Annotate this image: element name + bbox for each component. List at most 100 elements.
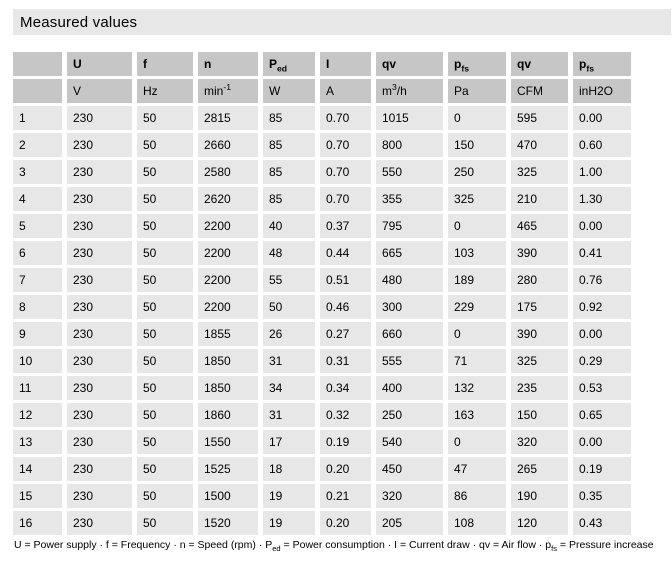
row-number: 16 bbox=[13, 511, 62, 535]
column-unit bbox=[13, 79, 62, 103]
cell: 320 bbox=[376, 484, 443, 508]
cell: 550 bbox=[376, 160, 443, 184]
cell: 19 bbox=[263, 484, 315, 508]
column-header: Ped bbox=[263, 52, 315, 76]
cell: 31 bbox=[263, 349, 315, 373]
cell: 55 bbox=[263, 268, 315, 292]
cell: 230 bbox=[67, 430, 132, 454]
table-row: 7 230 50 2200 55 0.51 480 189 280 0.76 bbox=[13, 268, 631, 292]
cell: 0.19 bbox=[573, 457, 631, 481]
cell: 0.32 bbox=[320, 403, 371, 427]
cell: 2815 bbox=[198, 106, 258, 130]
cell: 0.41 bbox=[573, 241, 631, 265]
cell: 0.19 bbox=[320, 430, 371, 454]
cell: 250 bbox=[448, 160, 506, 184]
cell: 450 bbox=[376, 457, 443, 481]
cell: 50 bbox=[137, 430, 193, 454]
cell: 85 bbox=[263, 106, 315, 130]
cell: 230 bbox=[67, 241, 132, 265]
cell: 230 bbox=[67, 349, 132, 373]
cell: 31 bbox=[263, 403, 315, 427]
cell: 229 bbox=[448, 295, 506, 319]
cell: 480 bbox=[376, 268, 443, 292]
column-header: pfs bbox=[573, 52, 631, 76]
table-row: 13 230 50 1550 17 0.19 540 0 320 0.00 bbox=[13, 430, 631, 454]
column-header: qv bbox=[376, 52, 443, 76]
cell: 18 bbox=[263, 457, 315, 481]
column-header: n bbox=[198, 52, 258, 76]
table-row: 10 230 50 1850 31 0.31 555 71 325 0.29 bbox=[13, 349, 631, 373]
cell: 103 bbox=[448, 241, 506, 265]
row-number: 12 bbox=[13, 403, 62, 427]
cell: 0.51 bbox=[320, 268, 371, 292]
cell: 50 bbox=[137, 133, 193, 157]
cell: 665 bbox=[376, 241, 443, 265]
cell: 1.00 bbox=[573, 160, 631, 184]
cell: 50 bbox=[137, 403, 193, 427]
cell: 230 bbox=[67, 403, 132, 427]
cell: 555 bbox=[376, 349, 443, 373]
cell: 0.92 bbox=[573, 295, 631, 319]
cell: 71 bbox=[448, 349, 506, 373]
cell: 1860 bbox=[198, 403, 258, 427]
cell: 660 bbox=[376, 322, 443, 346]
cell: 50 bbox=[137, 214, 193, 238]
column-unit: Pa bbox=[448, 79, 506, 103]
cell: 230 bbox=[67, 484, 132, 508]
cell: 50 bbox=[137, 187, 193, 211]
row-number: 5 bbox=[13, 214, 62, 238]
cell: 230 bbox=[67, 214, 132, 238]
cell: 26 bbox=[263, 322, 315, 346]
cell: 2200 bbox=[198, 268, 258, 292]
cell: 390 bbox=[511, 322, 568, 346]
cell: 595 bbox=[511, 106, 568, 130]
cell: 0.43 bbox=[573, 511, 631, 535]
cell: 0.20 bbox=[320, 511, 371, 535]
cell: 325 bbox=[511, 160, 568, 184]
table-row: 14 230 50 1525 18 0.20 450 47 265 0.19 bbox=[13, 457, 631, 481]
cell: 47 bbox=[448, 457, 506, 481]
cell: 1525 bbox=[198, 457, 258, 481]
cell: 0.70 bbox=[320, 133, 371, 157]
cell: 2660 bbox=[198, 133, 258, 157]
column-header: I bbox=[320, 52, 371, 76]
column-unit: m3/h bbox=[376, 79, 443, 103]
cell: 800 bbox=[376, 133, 443, 157]
cell: 0 bbox=[448, 430, 506, 454]
column-header: qv bbox=[511, 52, 568, 76]
cell: 189 bbox=[448, 268, 506, 292]
cell: 1520 bbox=[198, 511, 258, 535]
cell: 34 bbox=[263, 376, 315, 400]
cell: 0.70 bbox=[320, 160, 371, 184]
table-row: 3 230 50 2580 85 0.70 550 250 325 1.00 bbox=[13, 160, 631, 184]
cell: 230 bbox=[67, 511, 132, 535]
cell: 2200 bbox=[198, 295, 258, 319]
column-unit: min-1 bbox=[198, 79, 258, 103]
table-row: 5 230 50 2200 40 0.37 795 0 465 0.00 bbox=[13, 214, 631, 238]
cell: 0 bbox=[448, 106, 506, 130]
cell: 0.29 bbox=[573, 349, 631, 373]
cell: 795 bbox=[376, 214, 443, 238]
cell: 0.00 bbox=[573, 322, 631, 346]
cell: 470 bbox=[511, 133, 568, 157]
cell: 325 bbox=[448, 187, 506, 211]
cell: 230 bbox=[67, 268, 132, 292]
cell: 50 bbox=[137, 484, 193, 508]
table-row: 11 230 50 1850 34 0.34 400 132 235 0.53 bbox=[13, 376, 631, 400]
column-header: U bbox=[67, 52, 132, 76]
cell: 50 bbox=[137, 511, 193, 535]
cell: 400 bbox=[376, 376, 443, 400]
cell: 280 bbox=[511, 268, 568, 292]
cell: 1850 bbox=[198, 376, 258, 400]
column-unit: inH2O bbox=[573, 79, 631, 103]
page-title: Measured values bbox=[13, 9, 671, 35]
table-row: 9 230 50 1855 26 0.27 660 0 390 0.00 bbox=[13, 322, 631, 346]
cell: 2200 bbox=[198, 241, 258, 265]
column-header: f bbox=[137, 52, 193, 76]
row-number: 11 bbox=[13, 376, 62, 400]
cell: 230 bbox=[67, 106, 132, 130]
